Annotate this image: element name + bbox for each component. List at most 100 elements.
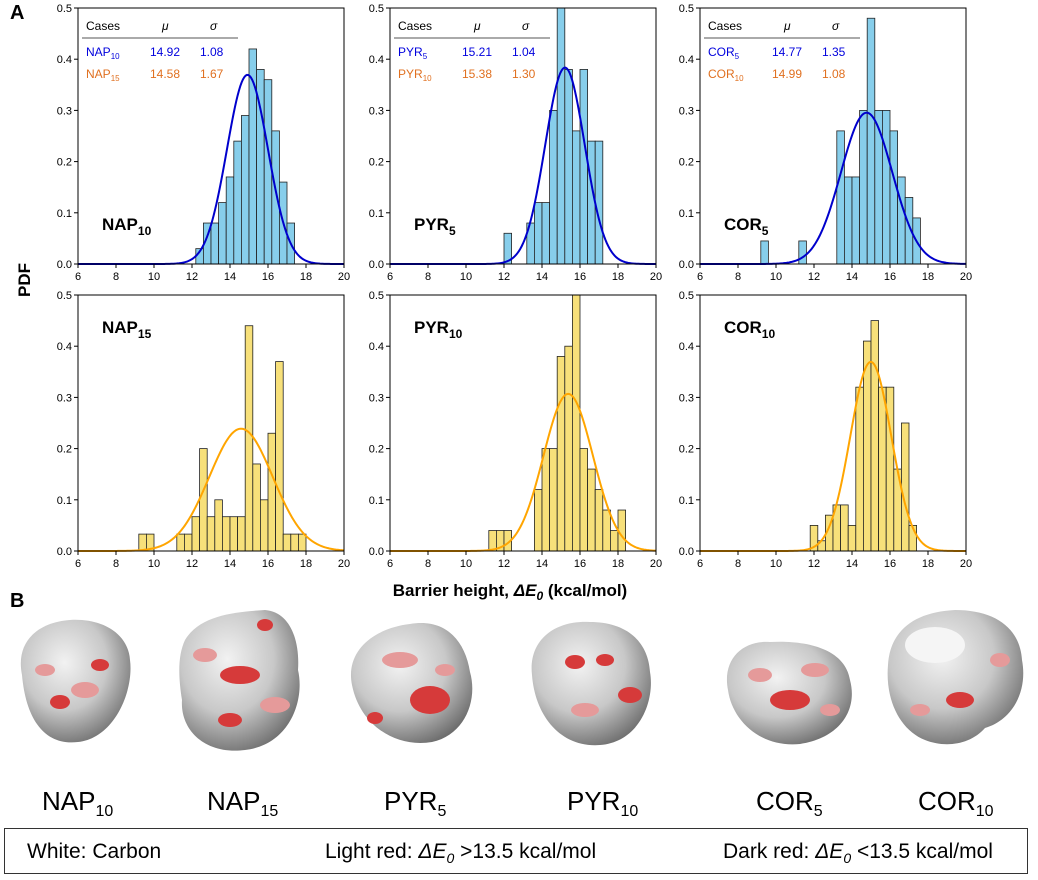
histogram-bar [587,140,596,265]
histogram-bar [176,533,185,552]
histogram-bar [866,17,876,265]
molecule-label-cor10: COR10 [918,786,994,821]
y-tick-label: 0.0 [679,259,694,271]
x-axis-label: Barrier height, ΔE0 (kcal/mol) [393,581,627,603]
x-tick-label: 10 [460,558,472,570]
x-tick-label: 12 [186,271,198,283]
stats-header-cell: σ [522,19,530,33]
histogram-bar [594,140,604,265]
stats-case-base: COR [708,45,735,59]
series-label-base: NAP [102,318,138,337]
series-label-base: NAP [102,215,138,234]
molecule-label-sub: 15 [260,803,279,821]
stats-header-cell: σ [210,19,218,33]
series-label-base: COR [724,215,762,234]
histogram-bar [240,115,250,265]
x-tick-label: 20 [338,558,350,570]
normal-fit-curve [390,392,657,552]
x-tick-label: 16 [262,558,274,570]
series-label: COR5 [724,215,769,238]
x-tick-label: 20 [960,271,972,283]
molecule-label-pyr5: PYR5 [384,786,446,821]
x-tick-label: 6 [75,558,81,570]
y-tick-label: 0.4 [679,341,694,353]
stats-header-cell: Cases [86,19,120,33]
molecule-label-base: PYR [567,786,621,816]
stats-case-cell: NAP10 [86,45,120,61]
legend-dark-symbol-sub: 0 [843,850,852,867]
histogram-bar [844,176,853,265]
histogram-bar [534,202,543,265]
histogram-bar [859,110,868,265]
y-tick-label: 0.3 [679,392,694,404]
stats-sigma-cell: 1.04 [512,45,536,59]
y-tick-label: 0.1 [369,495,384,507]
x-tick-label: 16 [262,271,274,283]
stats-case-base: COR [708,67,735,81]
histogram-bar [556,356,566,552]
y-tick-label: 0.5 [369,3,384,15]
stats-case-sub: 10 [423,74,432,83]
stats-mu-cell: 14.77 [772,45,802,59]
x-tick-label: 10 [148,271,160,283]
stats-case-cell: COR5 [708,45,740,61]
x-tick-label: 20 [650,558,662,570]
stats-header-cell: Cases [398,19,432,33]
histogram-bar [889,130,898,265]
histogram-bar [229,516,238,552]
histogram-bar [297,533,307,552]
x-tick-label: 12 [186,558,198,570]
histogram-bar [840,504,849,552]
chart-nap15: 6 8 10 12 14 16 18 20 0.0 0.1 0.2 0.3 0.4 0.5 NAP15 [57,290,350,570]
x-tick-label: 18 [612,271,624,283]
x-tick-label: 12 [498,271,510,283]
y-tick-label: 0.4 [369,54,384,66]
stats-sigma-cell: 1.67 [200,67,224,81]
x-tick-label: 6 [387,271,393,283]
x-tick-label: 8 [735,271,741,283]
histogram-bar [199,448,208,552]
histogram-bar [282,533,292,552]
chart-pyr5: 6 8 10 12 14 16 18 200.00.10.20.30.40.5PYR5Case… [369,3,662,283]
histogram-bar [549,448,558,552]
series-label-base: COR [724,318,762,337]
histogram-bar [221,516,231,552]
x-tick-label: 10 [770,558,782,570]
histogram-bar [897,176,906,265]
x-tick-label: 6 [697,558,703,570]
stats-header-cell: μ [161,19,169,33]
histogram-bar [610,530,619,552]
stats-case-cell: COR10 [708,67,744,83]
x-tick-label: 20 [960,558,972,570]
histogram-bar [572,130,581,265]
x-tick-label: 16 [884,271,896,283]
y-tick-label: 0.2 [679,444,694,456]
y-tick-label: 0.5 [369,290,384,302]
histogram-bar [594,489,604,552]
x-tick-label: 12 [808,271,820,283]
legend-dark-prefix: Dark red: [723,840,816,863]
y-tick-label: 0.5 [57,3,72,15]
histogram-bar [564,345,573,552]
y-tick-label: 0.4 [57,341,72,353]
x-tick-label: 14 [224,558,236,570]
histogram-bar [556,7,566,265]
stats-header-cell: Cases [708,19,742,33]
histogram-bar [290,533,299,552]
stats-case-sub: 5 [735,52,740,61]
y-tick-label: 0.5 [679,3,694,15]
stats-case-base: PYR [398,67,423,81]
stats-case-cell: NAP15 [86,67,120,83]
histogram-bar [233,140,242,265]
x-tick-label: 18 [922,271,934,283]
stats-sigma-cell: 1.08 [200,45,224,59]
y-tick-label: 0.1 [369,208,384,220]
histogram-bar [564,69,573,265]
x-axis-label-unit: (kcal/mol) [543,581,627,600]
y-tick-label: 0.1 [679,208,694,220]
panel-label-b: B [10,590,25,612]
series-label-sub: 10 [138,224,152,238]
histogram-bar [206,516,216,552]
y-tick-label: 0.1 [57,495,72,507]
